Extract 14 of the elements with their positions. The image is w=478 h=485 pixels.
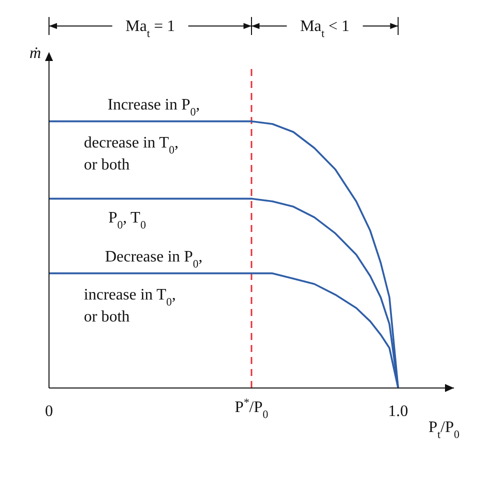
annotation: or both [84,308,130,326]
annotation: increase in T$_{0}$, [84,286,176,308]
ref-line-label: P$^{*}$/P$_{0}$ [234,397,269,421]
annotation: Decrease in P$_{0}$, [104,248,203,270]
text: Ma$_{t}$ < 1 [300,18,350,40]
text: Ma$_{t}$ = 1 [126,18,175,40]
x-tick-label: 1.0 [388,403,408,420]
x-axis-title: P$_{t}$/P$_{0}$ [428,419,460,441]
y-axis-title: ṁ [29,45,41,62]
x-tick-label: 0 [45,403,53,420]
annotation: or both [84,156,130,174]
annotation: P$_{0}$, T$_{0}$ [108,210,146,232]
text: Increase in P$_{0}$, [108,96,200,118]
annotation: decrease in T$_{0}$, [84,134,179,156]
